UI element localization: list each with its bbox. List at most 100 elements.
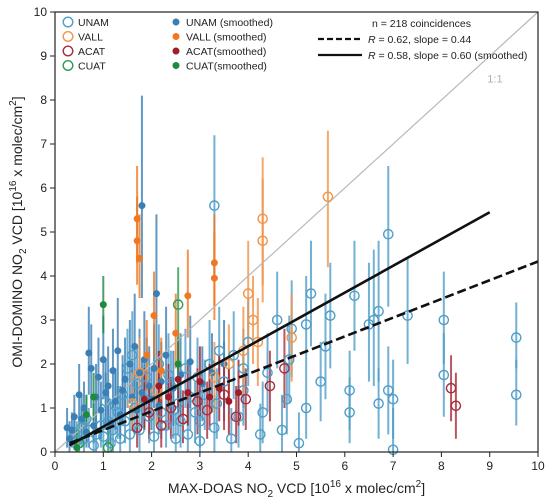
point-unam: [131, 378, 143, 390]
legend-label: CUAT(smoothed): [186, 61, 267, 73]
point-unam-smoothed: [145, 382, 153, 390]
point-unam-smoothed: [119, 386, 127, 394]
x-tick-label: 2: [148, 459, 155, 473]
point-unam: [510, 332, 522, 343]
x-tick-label: 5: [293, 459, 300, 473]
x-tick-label: 4: [245, 459, 252, 473]
one-to-one-label: 1:1: [487, 73, 502, 85]
point-unam: [315, 376, 326, 387]
point-unam: [349, 290, 360, 302]
y-tick-label: 10: [34, 5, 48, 19]
point-vall-smoothed: [133, 215, 141, 223]
point-unam-smoothed: [111, 397, 119, 405]
one-to-one-line: [54, 11, 539, 453]
point-unam: [225, 433, 237, 445]
y-tick-label: 5: [40, 225, 47, 239]
point-unam: [163, 369, 174, 381]
legend-marker: [172, 18, 180, 26]
y-tick-label: 4: [40, 269, 47, 283]
point-unam-smoothed: [138, 389, 146, 397]
point-unam: [211, 398, 223, 409]
point-acat: [279, 363, 290, 374]
point-unam: [98, 431, 109, 442]
point-acat: [264, 380, 276, 392]
point-vall: [257, 213, 268, 225]
point-acat: [445, 382, 457, 394]
point-unam: [257, 407, 268, 418]
y-axis-label: OMI-DOMINO NO2 VCD [1016 x molec/cm2]: [8, 96, 29, 367]
point-unam: [305, 288, 317, 299]
point-unam: [402, 310, 413, 321]
point-unam: [254, 429, 266, 440]
point-unam: [276, 424, 288, 436]
point-unam: [119, 415, 131, 427]
point-unam-smoothed: [102, 389, 110, 397]
point-unam: [438, 369, 450, 381]
point-acat: [177, 413, 189, 425]
legend-marker: [172, 61, 180, 69]
point-unam-smoothed: [78, 415, 86, 423]
point-vall-smoothed: [136, 254, 144, 262]
point-unam-smoothed: [97, 406, 105, 414]
point-cuat: [172, 299, 184, 310]
point-unam-smoothed: [109, 367, 117, 375]
point-unam-smoothed: [63, 424, 71, 432]
point-unam-smoothed: [99, 356, 107, 364]
point-unam: [325, 310, 336, 321]
point-unam: [168, 404, 179, 416]
point-unam: [344, 385, 355, 396]
point-unam: [175, 415, 186, 427]
point-unam: [126, 349, 138, 361]
point-unam-smoothed: [138, 202, 146, 210]
x-tick-label: 8: [438, 459, 445, 473]
data-points: [63, 191, 522, 456]
point-vall: [286, 332, 297, 343]
point-unam-smoothed: [104, 382, 112, 390]
legend-label: ACAT: [78, 46, 106, 58]
point-acat-smoothed: [174, 375, 182, 383]
point-acat-smoothed: [235, 389, 243, 397]
legend-marker: [62, 45, 74, 57]
point-unam: [262, 367, 273, 379]
point-unam-smoothed: [186, 358, 194, 366]
point-unam: [438, 314, 450, 326]
point-unam-smoothed: [114, 347, 122, 355]
point-unam: [194, 415, 206, 427]
point-unam-smoothed: [87, 364, 95, 372]
fit-statistics: n = 218 coincidences R = 0.62, slope = 0…: [318, 18, 527, 62]
point-unam-smoothed: [90, 422, 98, 430]
point-unam: [88, 440, 99, 451]
point-acat: [230, 411, 242, 423]
y-tick-label: 2: [40, 357, 47, 371]
point-cuat-smoothed: [73, 444, 81, 452]
point-unam-smoothed: [162, 351, 170, 359]
point-vall-smoothed: [150, 312, 158, 320]
point-vall: [134, 367, 145, 379]
point-vall-smoothed: [210, 274, 218, 282]
point-unam: [209, 200, 220, 211]
point-vall-smoothed: [157, 367, 165, 375]
y-tick-label: 1: [40, 401, 47, 415]
legend-label: UNAM: [78, 17, 109, 29]
point-unam: [382, 228, 394, 240]
point-acat: [192, 396, 203, 407]
fit-raw-text: R = 0.62, slope = 0.44: [368, 34, 471, 46]
legend-label: UNAM (smoothed): [186, 17, 273, 29]
x-tick-label: 0: [52, 459, 59, 473]
point-unam: [281, 393, 293, 405]
point-unam-smoothed: [121, 375, 129, 383]
legend: UNAM UNAM (smoothed) VALL VALL (smoothed) AC…: [62, 16, 273, 73]
point-acat-smoothed: [225, 397, 233, 405]
point-vall-smoothed: [143, 351, 151, 359]
point-unam: [189, 407, 201, 418]
x-tick-label: 7: [390, 459, 397, 473]
legend-marker: [172, 47, 180, 55]
point-unam: [293, 437, 305, 449]
point-unam-smoothed: [75, 391, 83, 399]
point-vall-smoothed: [133, 237, 141, 245]
x-axis-label: MAX-DOAS NO2 VCD [1016 x molec/cm2]: [168, 479, 425, 500]
point-acat-smoothed: [206, 393, 214, 401]
point-unam: [148, 431, 160, 442]
fit-line-raw: [69, 260, 539, 445]
